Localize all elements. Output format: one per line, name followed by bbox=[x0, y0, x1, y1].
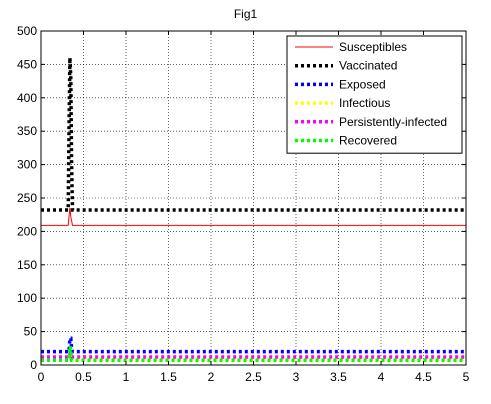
x-tick-label: 2.5 bbox=[245, 370, 262, 384]
x-tick-label: 3.5 bbox=[330, 370, 347, 384]
series-line-recovered bbox=[41, 346, 466, 363]
legend: Susceptibles Vaccinated Exposed Infectious P… bbox=[286, 35, 463, 154]
x-tick-label: 5 bbox=[463, 370, 470, 384]
legend-box bbox=[286, 35, 463, 154]
y-tick-label: 150 bbox=[17, 258, 37, 272]
legend-label: Susceptibles bbox=[339, 40, 407, 54]
legend-label: Infectious bbox=[339, 96, 390, 110]
legend-label: Persistently-infected bbox=[339, 115, 447, 129]
series-line-vaccinated bbox=[41, 57, 466, 212]
x-tick-label: 2 bbox=[208, 370, 215, 384]
y-tick-label: 300 bbox=[17, 158, 37, 172]
y-tick-label: 100 bbox=[17, 291, 37, 305]
y-tick-label: 200 bbox=[17, 224, 37, 238]
x-tick-label: 1.5 bbox=[160, 370, 177, 384]
y-tick-label: 400 bbox=[17, 91, 37, 105]
x-tick-label: 0.5 bbox=[75, 370, 92, 384]
legend-label: Exposed bbox=[339, 77, 386, 91]
chart-title: Fig1 bbox=[233, 7, 258, 21]
series-line-exposed bbox=[41, 336, 466, 354]
legend-label: Vaccinated bbox=[339, 59, 397, 73]
y-tick-label: 350 bbox=[17, 124, 37, 138]
x-tick-label: 4 bbox=[378, 370, 385, 384]
y-tick-label: 50 bbox=[24, 325, 38, 339]
y-tick-label: 500 bbox=[17, 24, 37, 38]
x-tick-label: 0 bbox=[38, 370, 45, 384]
y-tick-label: 0 bbox=[30, 358, 37, 372]
x-tick-label: 1 bbox=[123, 370, 130, 384]
y-tick-label: 250 bbox=[17, 191, 37, 205]
series-line-susceptibles bbox=[41, 207, 466, 226]
y-tick-label: 450 bbox=[17, 57, 37, 71]
x-tick-label: 4.5 bbox=[415, 370, 432, 384]
legend-label: Recovered bbox=[339, 134, 397, 148]
x-tick-label: 3 bbox=[293, 370, 300, 384]
